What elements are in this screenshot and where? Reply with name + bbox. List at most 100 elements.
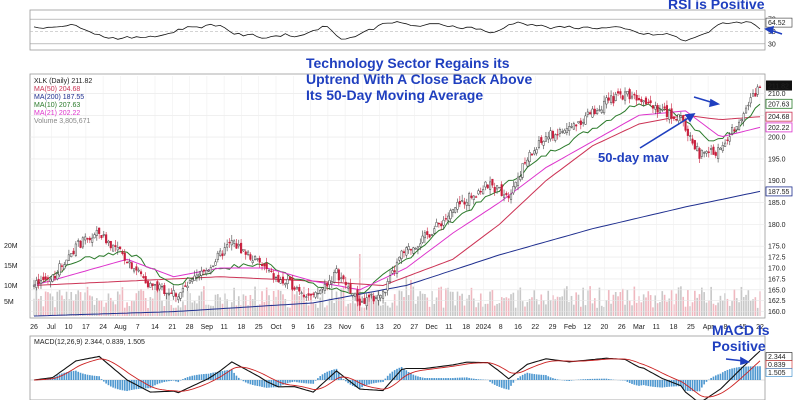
macd-histogram-bar bbox=[77, 371, 80, 380]
macd-histogram-bar bbox=[759, 366, 761, 380]
candle bbox=[572, 123, 575, 130]
volume-bar bbox=[712, 303, 715, 316]
candle bbox=[177, 296, 180, 300]
volume-bar bbox=[472, 298, 475, 316]
volume-bar bbox=[493, 305, 496, 316]
candle bbox=[593, 108, 596, 115]
volume-bar bbox=[398, 290, 401, 316]
candle bbox=[286, 279, 289, 284]
volume-bar bbox=[89, 295, 91, 316]
candle bbox=[626, 90, 629, 95]
macd-histogram-bar bbox=[193, 375, 196, 380]
volume-bar bbox=[86, 286, 89, 316]
volume-bar bbox=[272, 291, 275, 316]
volume-bar bbox=[382, 304, 384, 316]
macd-histogram-bar bbox=[647, 380, 650, 387]
macd-histogram-bar bbox=[461, 377, 463, 380]
candle bbox=[365, 297, 368, 306]
macd-histogram-bar bbox=[438, 378, 440, 380]
candle bbox=[440, 223, 443, 227]
candle bbox=[637, 98, 641, 101]
candle bbox=[703, 152, 706, 154]
volume-bar bbox=[84, 292, 87, 316]
candle bbox=[191, 278, 194, 282]
macd-histogram-bar bbox=[303, 380, 305, 384]
volume-bar bbox=[77, 290, 80, 316]
macd-histogram-bar bbox=[333, 369, 335, 380]
macd-histogram-bar bbox=[721, 372, 724, 380]
macd-histogram-bar bbox=[375, 380, 377, 383]
candle bbox=[724, 142, 727, 147]
volume-bar bbox=[335, 291, 338, 316]
macd-histogram-bar bbox=[63, 372, 66, 380]
candle bbox=[235, 243, 238, 249]
volume-bar bbox=[279, 290, 282, 316]
candle bbox=[298, 287, 301, 292]
macd-histogram-bar bbox=[740, 366, 743, 380]
candle bbox=[60, 265, 63, 267]
candle bbox=[414, 247, 417, 250]
macd-histogram-bar bbox=[749, 366, 752, 380]
macd-histogram-bar bbox=[72, 370, 75, 380]
macd-histogram-bar bbox=[633, 380, 636, 385]
macd-histogram-bar bbox=[677, 380, 680, 387]
macd-histogram-bar bbox=[454, 377, 456, 380]
volume-bar bbox=[47, 292, 49, 316]
volume-bar bbox=[526, 302, 529, 316]
candle bbox=[167, 293, 171, 295]
candle bbox=[519, 176, 522, 180]
volume-bar bbox=[235, 305, 238, 316]
macd-histogram-bar bbox=[726, 369, 729, 380]
volume-bar bbox=[465, 298, 468, 316]
macd-histogram-bar bbox=[552, 378, 554, 380]
date-tick-label: Nov bbox=[339, 324, 352, 331]
volume-bar bbox=[307, 305, 310, 316]
candle bbox=[153, 284, 157, 286]
candle bbox=[405, 247, 408, 256]
date-tick-label: 24 bbox=[99, 324, 107, 331]
candle bbox=[435, 222, 438, 228]
date-tick-label: 11 bbox=[445, 324, 452, 331]
volume-bar bbox=[372, 295, 375, 316]
candle bbox=[223, 247, 226, 255]
candle bbox=[528, 152, 531, 162]
macd-histogram-bar bbox=[459, 377, 461, 380]
volume-bar bbox=[659, 302, 661, 316]
candle bbox=[374, 296, 378, 299]
macd-histogram-bar bbox=[475, 378, 477, 380]
price-tick-label: 195.0 bbox=[768, 156, 786, 163]
volume-bar bbox=[342, 286, 345, 316]
candle bbox=[186, 285, 189, 288]
volume-bar bbox=[300, 294, 303, 316]
volume-bar bbox=[575, 292, 577, 316]
macd-histogram-bar bbox=[130, 380, 133, 390]
volume-bar bbox=[687, 289, 689, 316]
price-panel bbox=[29, 73, 766, 319]
candle bbox=[628, 89, 631, 100]
macd-histogram-bar bbox=[517, 378, 519, 380]
date-tick-label: 25 bbox=[687, 324, 695, 331]
volume-bar bbox=[328, 298, 331, 316]
volume-bar bbox=[107, 293, 110, 316]
candle bbox=[109, 240, 112, 249]
candle bbox=[542, 141, 545, 146]
candle bbox=[458, 200, 461, 205]
macd-histogram-bar bbox=[452, 378, 454, 380]
date-tick-label: Mar bbox=[633, 324, 646, 331]
price-grid bbox=[30, 76, 765, 316]
macd-histogram-bar bbox=[275, 380, 277, 388]
macd-histogram-bar bbox=[217, 371, 219, 380]
date-tick-label: 20 bbox=[601, 324, 609, 331]
volume-bar bbox=[635, 302, 638, 316]
candle bbox=[174, 293, 178, 297]
candle bbox=[619, 91, 622, 95]
volume-bar bbox=[140, 288, 142, 316]
volume-bar bbox=[203, 286, 205, 316]
macd-histogram-bar bbox=[140, 380, 142, 389]
macd-histogram-bar bbox=[196, 374, 198, 380]
volume-bar bbox=[168, 292, 170, 316]
date-tick-label: 8 bbox=[723, 324, 727, 331]
macd-histogram-bar bbox=[207, 373, 210, 380]
candle bbox=[300, 292, 303, 294]
volume-bar bbox=[570, 295, 573, 316]
